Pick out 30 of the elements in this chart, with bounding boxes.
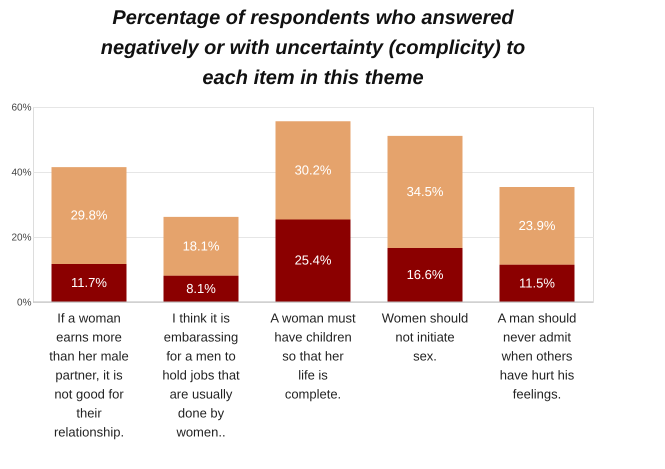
bar [500, 186, 574, 265]
x-tick-label: If a woman earns more than her male partner, it is not good for their relationship. [49, 310, 129, 440]
data-label: 8.1% [186, 280, 216, 296]
data-label: 30.2% [294, 162, 332, 178]
y-tick-label: 60% [11, 102, 32, 114]
bar [388, 248, 462, 302]
bar [52, 264, 126, 302]
bar [388, 136, 462, 248]
bar [500, 264, 574, 302]
x-tick-label: A woman must have children so that her life is complete. [270, 310, 356, 402]
data-label: 11.5% [519, 275, 556, 290]
bar [276, 121, 350, 220]
data-label: 11.7% [71, 274, 108, 290]
data-label: 18.1% [182, 238, 220, 254]
bar [164, 276, 238, 302]
x-tick-label: I think it is embarassing for a men to hold jobs that are usually done by women.. [162, 310, 240, 440]
bar [52, 167, 126, 264]
data-label: 29.8% [70, 208, 108, 223]
bar [276, 219, 350, 302]
x-tick-label: Women should not initiate sex. [382, 310, 468, 364]
y-tick-label: 20% [11, 232, 32, 244]
data-label: 16.6% [406, 267, 444, 282]
x-tick-label: A man should never admit when others have hurt his feelings. [498, 310, 576, 402]
y-tick-label: 40% [11, 168, 32, 178]
bar [164, 216, 238, 276]
data-label: 34.5% [406, 184, 444, 199]
data-label: 23.9% [518, 218, 556, 233]
chart-title: Percentage of respondents who answered negatively or with uncertainty (complicity) to each item in this theme [100, 7, 526, 89]
y-tick-label: 0% [17, 298, 32, 308]
data-label: 25.4% [294, 252, 332, 268]
